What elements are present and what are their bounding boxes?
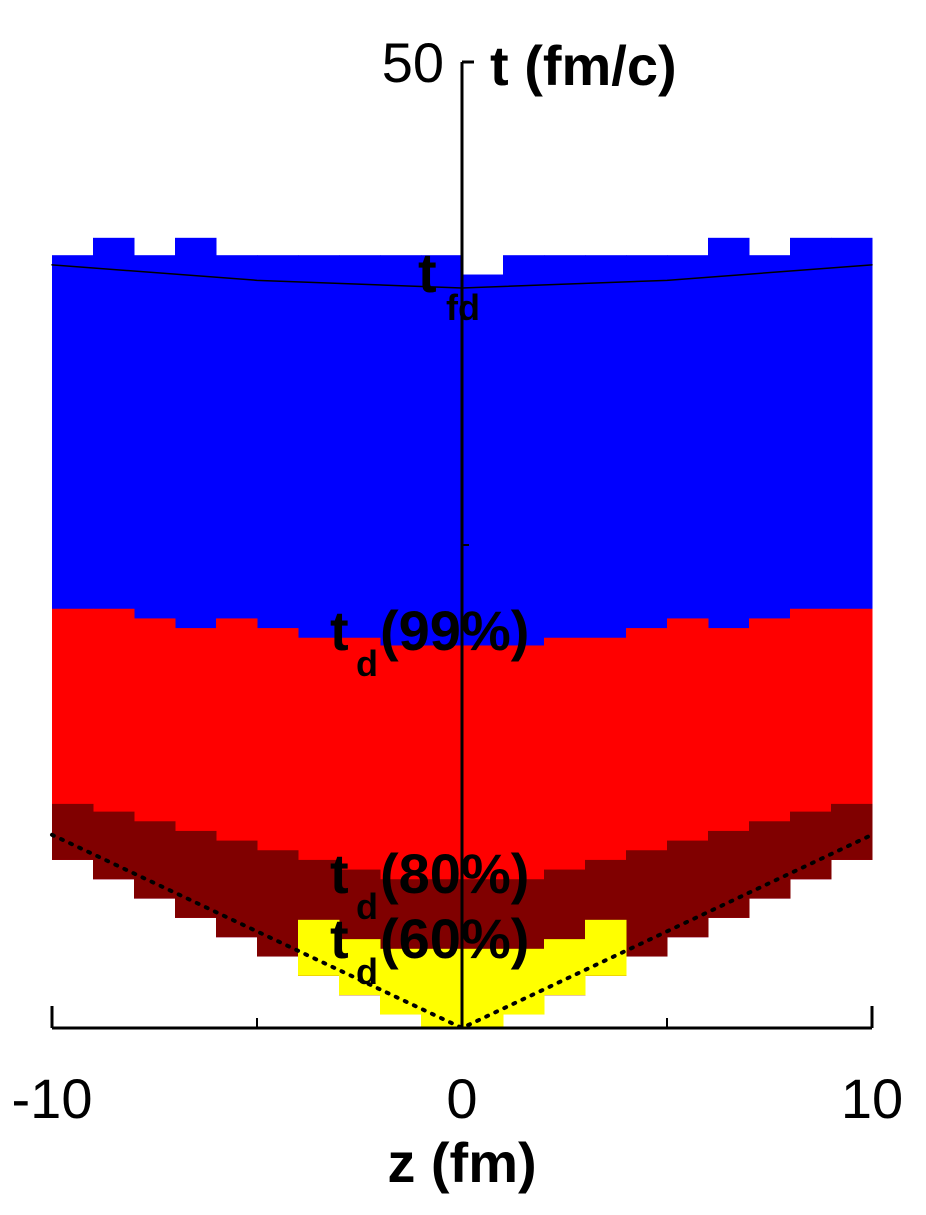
annotation-suffix: (80%) — [380, 842, 529, 905]
region-cell — [339, 939, 381, 996]
annotation-subscript: d — [356, 886, 378, 927]
annotation-suffix: (60%) — [380, 907, 529, 970]
y-tick-label: 50 — [382, 31, 444, 94]
region-cell — [93, 811, 135, 880]
annotation: td(60%) — [330, 907, 529, 992]
region-cell — [626, 850, 668, 957]
x-tick-label: 10 — [841, 1067, 903, 1130]
annotation: tfd — [418, 241, 480, 328]
annotation-suffix: (99%) — [380, 599, 529, 662]
region-cell — [749, 821, 791, 899]
annotation-subscript: d — [356, 643, 378, 684]
region-cell — [52, 803, 94, 860]
region-cell — [421, 948, 463, 1028]
annotation-subscript: d — [356, 951, 378, 992]
annotation-subscript: fd — [446, 287, 480, 328]
annotation-text: t — [330, 599, 349, 662]
y-axis-label: t (fm/c) — [490, 34, 677, 97]
x-tick-label: 0 — [446, 1067, 477, 1130]
region-cell — [831, 803, 873, 860]
region-cell — [134, 821, 176, 899]
region-cell — [790, 811, 832, 880]
axes: 50 -10 0 10 — [12, 31, 904, 1130]
region-cell — [708, 830, 750, 918]
x-axis-label: z (fm) — [387, 1131, 536, 1194]
region-cell — [462, 948, 504, 1028]
annotation-text: t — [330, 842, 349, 905]
annotation: td(99%) — [330, 599, 529, 684]
annotation-text: t — [418, 241, 437, 304]
x-tick-label: -10 — [12, 1067, 93, 1130]
region-cell — [503, 948, 545, 1015]
annotation: td(80%) — [330, 842, 529, 927]
annotation-text: t — [330, 907, 349, 970]
region-cell — [175, 830, 217, 918]
region-cell — [216, 840, 258, 938]
region-cell — [585, 919, 627, 976]
region-cell — [257, 850, 299, 957]
